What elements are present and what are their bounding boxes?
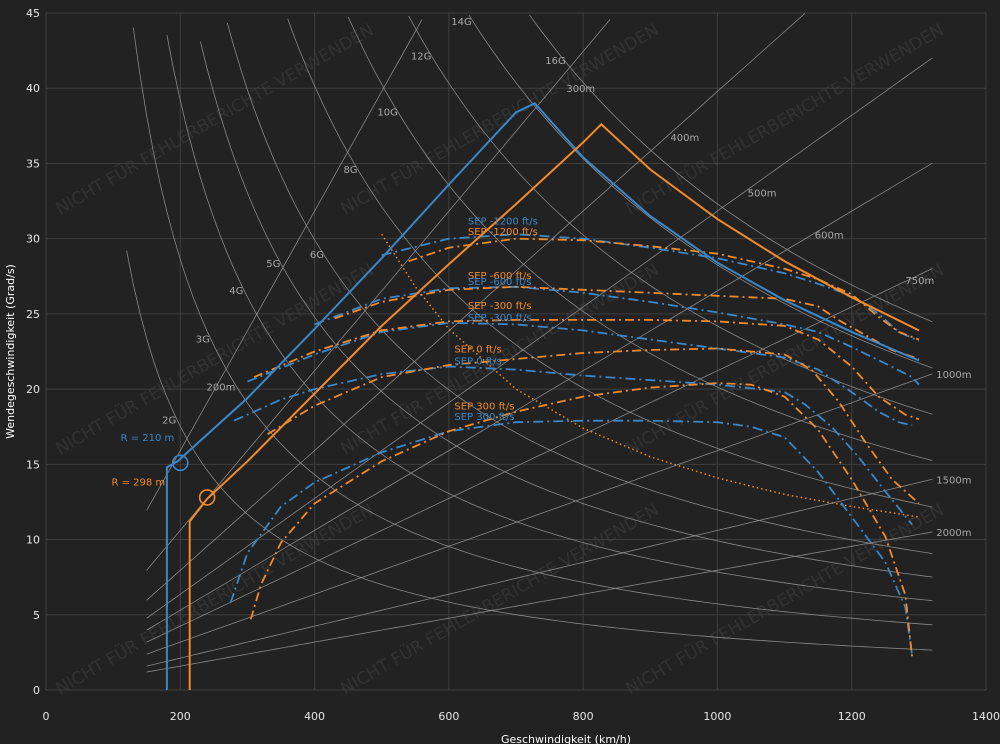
sep-label: SEP 0 ft/s [454,345,501,356]
x-tick-label: 1400 [972,710,1000,723]
y-tick-label: 35 [26,157,40,170]
turn-radius-line [146,478,933,667]
x-tick-label: 600 [438,710,459,723]
turn-radius-line [146,531,933,673]
corner-speed-label: R = 210 m [121,433,175,444]
load-factor-line [347,16,933,461]
sep-label: SEP 300 ft/s [454,412,514,423]
sep-series-line [233,365,913,526]
load-factor-line [468,14,933,369]
turn-radius-label: 500m [748,189,777,200]
sep-series-line [314,285,920,386]
reference-dotted-curve [381,233,920,518]
load-factor-label: 14G [451,17,471,28]
y-tick-label: 0 [33,684,40,697]
turn-radius-line [146,162,933,631]
turn-radius-label: 1500m [936,475,971,486]
sep-label: SEP 0 ft/s [454,357,501,368]
load-factor-label: 10G [377,108,397,119]
sep-label: SEP -1200 ft/s [468,227,538,238]
load-factor-label: 16G [545,56,565,67]
y-tick-label: 30 [26,233,40,246]
load-factor-line [529,14,933,323]
sep-series-line [267,347,920,505]
turn-radius-line [146,13,805,601]
sep-series-line [249,382,913,657]
corner-speed-marker [171,454,189,472]
load-factor-line [287,18,933,508]
load-factor-line [126,250,933,651]
sep-label: SEP -300 ft/s [468,313,532,324]
load-factor-label: 12G [411,51,431,62]
turn-radius-label: 1000m [936,370,971,381]
y-tick-label: 10 [26,534,40,547]
turn-envelope-line [165,102,920,690]
sep-series-line [381,233,920,342]
turn-radius-label: 200m [207,383,236,394]
turn-radius-line [146,57,933,619]
y-tick-label: 25 [26,308,40,321]
load-factor-label: 5G [266,259,280,270]
y-tick-label: 40 [26,82,40,95]
load-factor-label: 6G [310,250,324,261]
data-series: R = 210 m R = 298 m [111,102,920,690]
x-axis-title: Geschwindigkeit (km/h) [501,733,631,744]
load-factor-label: 4G [229,286,243,297]
sep-label: SEP -600 ft/s [468,277,532,288]
load-factor-label: 3G [196,335,210,346]
corner-speed-label: R = 298 m [111,477,165,488]
sep-label: SEP -300 ft/s [468,301,532,312]
turn-radius-line [146,373,933,655]
sep-series-line [408,237,920,341]
turn-radius-line [146,19,611,571]
turn-radius-label: 400m [670,133,699,144]
y-tick-label: 20 [26,383,40,396]
turn-radius-line [146,19,423,511]
turn-radius-label: 600m [815,231,844,242]
y-axis-title: Wendegeschwindigkeit (Grad/s) [4,264,17,439]
sep-series-line [247,321,913,427]
load-factor-line [226,22,933,554]
load-factor-line [200,41,933,578]
x-tick-label: 400 [304,710,325,723]
x-tick-label: 800 [573,710,594,723]
turn-radius-label: 300m [566,84,595,95]
turn-radius-label: 750m [905,276,934,287]
load-factor-line [408,15,933,415]
turn-radius-label: 2000m [936,528,971,539]
y-tick-label: 45 [26,7,40,20]
y-tick-label: 5 [33,609,40,622]
sep-label: SEP 300 ft/s [454,402,514,413]
x-tick-label: 0 [43,710,50,723]
y-tick-label: 15 [26,458,40,471]
sep-label: SEP -1200 ft/s [468,217,538,228]
load-factor-label: 8G [343,165,357,176]
load-factor-line [166,34,933,602]
sep-series-line [334,285,920,360]
corner-speed-marker [198,489,216,506]
x-tick-label: 1000 [703,710,731,723]
sep-series-line [253,319,920,421]
sep-label: SEP -600 ft/s [468,271,532,282]
turn-radius-line [146,268,933,643]
x-tick-label: 1200 [838,710,866,723]
axes: 0 200 400 600 800 1000 1200 1400 0 5 10 15 20 25 30 35 4… [26,7,1000,723]
x-tick-label: 200 [170,710,191,723]
load-factor-label: 2G [162,415,176,426]
reference-lines: 2G 3G 4G 5G 6G 8G 10G 12G 14G 16G 200m 300m 400m 500m… [126,13,971,673]
turn-envelope-line [188,122,920,690]
